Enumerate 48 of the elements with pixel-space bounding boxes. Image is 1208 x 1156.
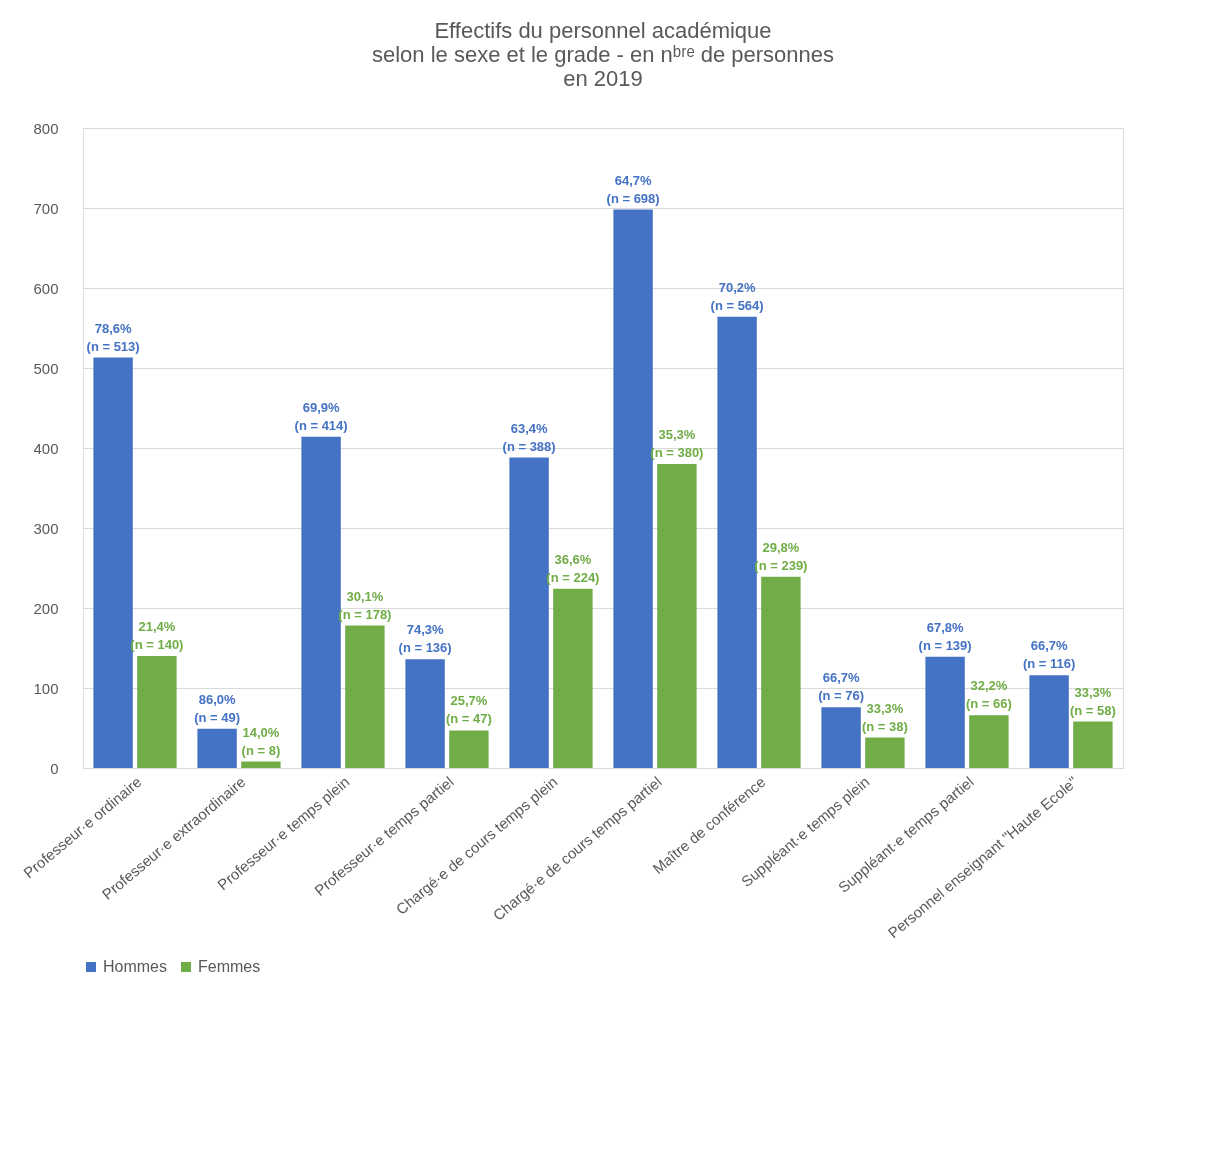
bar — [509, 457, 549, 768]
y-tick-label: 300 — [33, 519, 59, 537]
bar — [717, 316, 757, 768]
text: 86,0% (n = 49) — [194, 691, 241, 725]
bar — [345, 625, 385, 768]
y-tick-label: 0 — [50, 759, 59, 777]
bar — [301, 436, 341, 768]
bar — [197, 728, 237, 768]
bar — [1073, 721, 1113, 768]
text: Effectifs du personnel académique — [434, 18, 772, 43]
bar — [1029, 675, 1069, 768]
bar — [93, 357, 133, 768]
bar — [449, 730, 489, 768]
text: 66,7% (n = 76) — [818, 670, 865, 704]
y-tick-label: 700 — [33, 199, 59, 217]
text: 67,8% (n = 139) — [918, 619, 972, 653]
text: 25,7% (n = 47) — [445, 693, 492, 727]
y-tick-label: 500 — [33, 359, 59, 377]
bar — [241, 761, 281, 768]
text: 63,4% (n = 388) — [502, 420, 556, 454]
text: 78,6% (n = 513) — [86, 320, 140, 354]
text: 69,9% (n = 414) — [294, 399, 348, 433]
y-tick-label: 200 — [33, 599, 59, 617]
legend-label: Femmes — [198, 958, 261, 975]
bar — [613, 209, 653, 768]
text: 64,7% (n = 698) — [606, 172, 660, 206]
bar — [865, 737, 905, 768]
y-tick-label: 600 — [33, 279, 59, 297]
bar — [137, 656, 177, 768]
text: 74,3% (n = 136) — [398, 622, 452, 656]
bar — [553, 588, 593, 768]
legend-label: Hommes — [103, 958, 168, 975]
bar — [761, 576, 801, 768]
text: 33,3% (n = 58) — [1069, 684, 1116, 718]
bar — [969, 715, 1009, 768]
text: 70,2% (n = 564) — [710, 279, 764, 313]
y-tick-label: 800 — [33, 119, 59, 137]
y-tick-label: 100 — [33, 679, 59, 697]
bar — [657, 464, 697, 768]
bar — [925, 656, 965, 768]
text: selon le sexe et le grade - en nᵇʳᵉ de personnes — [371, 42, 835, 67]
text: 14,0% (n = 8) — [241, 724, 281, 758]
text: 66,7% (n = 116) — [1022, 638, 1076, 672]
text: en 2019 — [563, 66, 643, 91]
y-tick-label: 400 — [33, 439, 59, 457]
text: 32,2% (n = 66) — [965, 678, 1012, 712]
bar — [821, 707, 861, 768]
bar — [405, 659, 445, 768]
